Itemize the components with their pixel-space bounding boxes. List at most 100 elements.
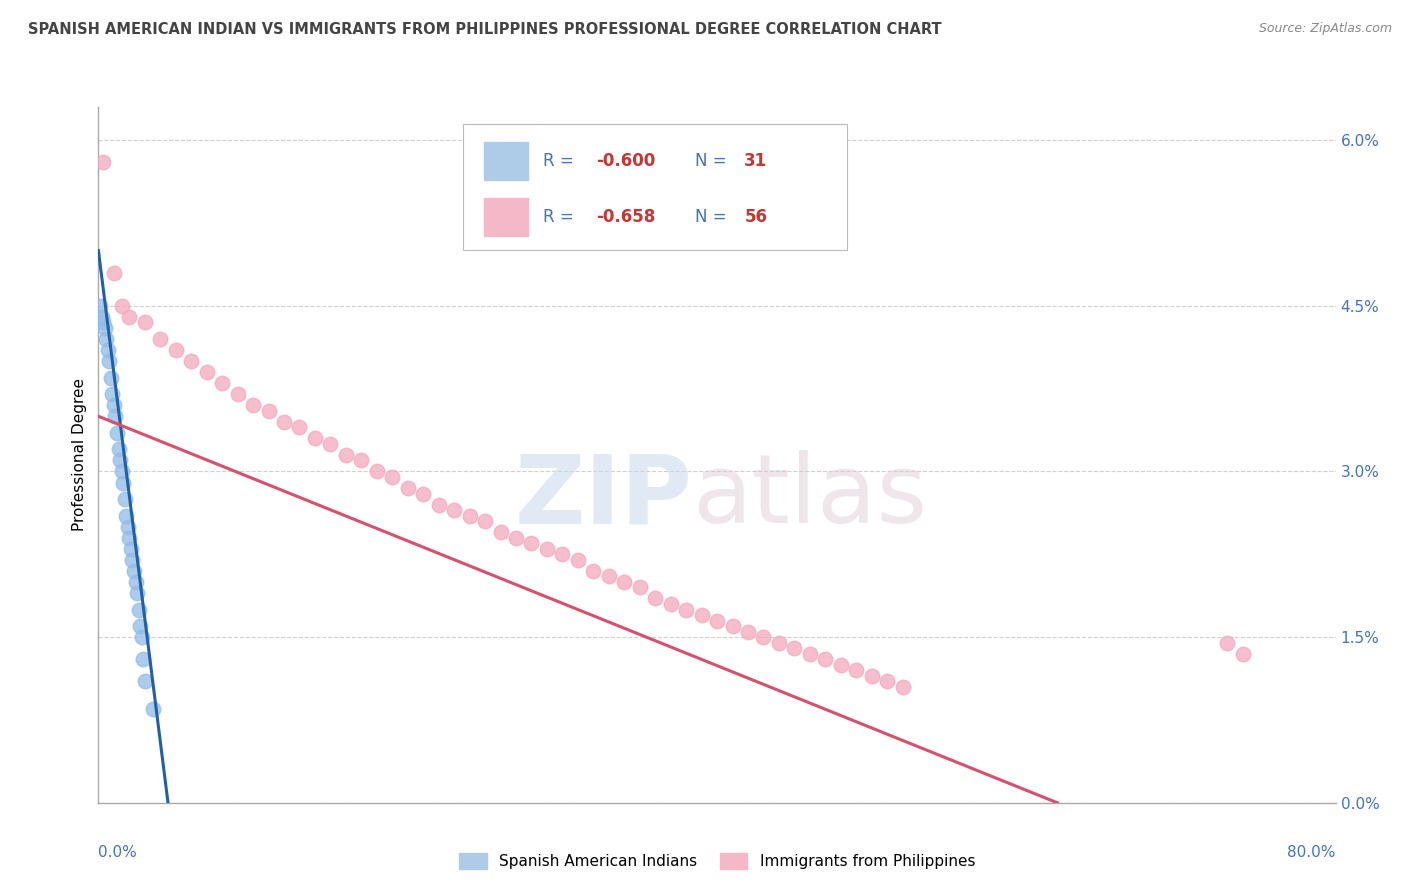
Point bbox=[567, 553, 589, 567]
Point bbox=[100, 370, 122, 384]
Point bbox=[458, 508, 481, 523]
Point bbox=[90, 310, 112, 324]
Point bbox=[768, 635, 790, 649]
Text: -0.600: -0.600 bbox=[596, 153, 655, 170]
Point bbox=[659, 597, 682, 611]
Point bbox=[706, 614, 728, 628]
Point bbox=[118, 310, 141, 324]
Point bbox=[96, 332, 118, 346]
Point bbox=[1216, 635, 1239, 649]
Y-axis label: Professional Degree: Professional Degree bbox=[72, 378, 87, 532]
Point bbox=[128, 602, 150, 616]
Point bbox=[288, 420, 311, 434]
Point bbox=[257, 403, 280, 417]
Text: 0.0%: 0.0% bbox=[98, 845, 138, 860]
Point bbox=[118, 531, 141, 545]
Point bbox=[860, 669, 883, 683]
Text: -0.658: -0.658 bbox=[596, 208, 655, 226]
Point bbox=[335, 448, 357, 462]
Point bbox=[381, 470, 404, 484]
Point bbox=[598, 569, 620, 583]
Point bbox=[211, 376, 233, 391]
Point bbox=[845, 663, 868, 677]
Point bbox=[117, 519, 139, 533]
Point bbox=[124, 574, 146, 589]
Point bbox=[443, 503, 465, 517]
Point bbox=[93, 321, 115, 335]
Point bbox=[412, 486, 434, 500]
Text: 56: 56 bbox=[744, 208, 768, 226]
Point bbox=[120, 541, 142, 556]
Text: Source: ZipAtlas.com: Source: ZipAtlas.com bbox=[1258, 22, 1392, 36]
Text: N =: N = bbox=[695, 208, 731, 226]
Point bbox=[830, 657, 852, 672]
Point bbox=[721, 619, 744, 633]
Point bbox=[396, 481, 419, 495]
Text: ZIP: ZIP bbox=[515, 450, 692, 543]
Text: R =: R = bbox=[543, 208, 579, 226]
Point bbox=[134, 674, 156, 689]
Point bbox=[628, 581, 651, 595]
Point bbox=[121, 553, 143, 567]
Point bbox=[111, 299, 134, 313]
Point bbox=[536, 541, 558, 556]
Point bbox=[103, 398, 125, 412]
Point bbox=[752, 630, 775, 644]
Point bbox=[195, 365, 218, 379]
Text: atlas: atlas bbox=[692, 450, 928, 543]
Text: N =: N = bbox=[695, 153, 731, 170]
Text: 31: 31 bbox=[744, 153, 768, 170]
Point bbox=[474, 514, 496, 528]
Text: 80.0%: 80.0% bbox=[1288, 845, 1336, 860]
Point bbox=[273, 415, 295, 429]
Point bbox=[520, 536, 543, 550]
FancyBboxPatch shape bbox=[485, 142, 527, 180]
Point bbox=[127, 586, 149, 600]
Point bbox=[101, 387, 124, 401]
Text: R =: R = bbox=[543, 153, 579, 170]
Point bbox=[675, 602, 697, 616]
FancyBboxPatch shape bbox=[464, 124, 846, 250]
Point bbox=[644, 591, 666, 606]
Text: SPANISH AMERICAN INDIAN VS IMMIGRANTS FROM PHILIPPINES PROFESSIONAL DEGREE CORRE: SPANISH AMERICAN INDIAN VS IMMIGRANTS FR… bbox=[28, 22, 942, 37]
Point bbox=[103, 266, 125, 280]
Point bbox=[799, 647, 821, 661]
Legend: Spanish American Indians, Immigrants from Philippines: Spanish American Indians, Immigrants fro… bbox=[453, 847, 981, 875]
Point bbox=[891, 680, 914, 694]
Point bbox=[97, 343, 120, 357]
Point bbox=[165, 343, 187, 357]
Point bbox=[89, 299, 111, 313]
Point bbox=[107, 442, 129, 457]
Point bbox=[142, 702, 165, 716]
Point bbox=[551, 547, 574, 561]
Point bbox=[783, 641, 806, 656]
Point bbox=[108, 453, 131, 467]
Point bbox=[505, 531, 527, 545]
Point bbox=[582, 564, 605, 578]
Point bbox=[105, 425, 128, 440]
Point bbox=[613, 574, 636, 589]
Point bbox=[104, 409, 127, 424]
Point bbox=[91, 315, 114, 329]
Point bbox=[304, 431, 326, 445]
Point bbox=[489, 525, 512, 540]
Point bbox=[131, 630, 153, 644]
Point bbox=[737, 624, 759, 639]
Point bbox=[114, 492, 136, 507]
Point bbox=[319, 437, 342, 451]
Point bbox=[226, 387, 249, 401]
Point bbox=[129, 619, 152, 633]
Point bbox=[98, 354, 121, 368]
Point bbox=[366, 465, 388, 479]
Point bbox=[122, 564, 145, 578]
Point bbox=[112, 475, 135, 490]
Point bbox=[134, 315, 156, 329]
FancyBboxPatch shape bbox=[485, 198, 527, 236]
Point bbox=[91, 155, 114, 169]
Point bbox=[350, 453, 373, 467]
Point bbox=[242, 398, 264, 412]
Point bbox=[427, 498, 450, 512]
Point bbox=[111, 465, 134, 479]
Point bbox=[149, 332, 172, 346]
Point bbox=[1232, 647, 1254, 661]
